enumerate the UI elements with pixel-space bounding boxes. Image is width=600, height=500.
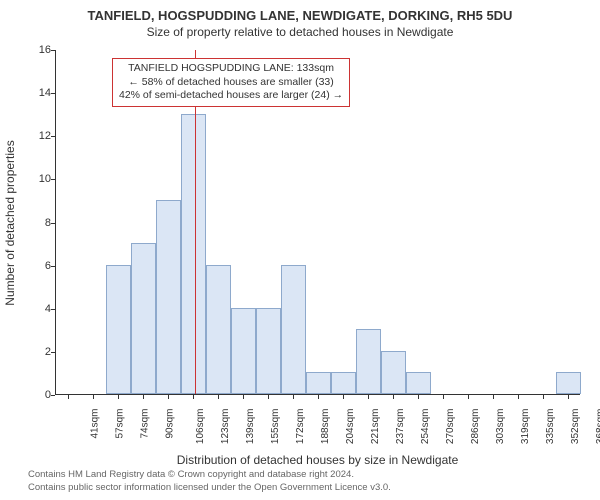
x-tick-label: 41sqm <box>89 409 100 439</box>
page-title: TANFIELD, HOGSPUDDING LANE, NEWDIGATE, D… <box>0 0 600 23</box>
x-tick-mark <box>518 395 519 399</box>
y-tick-mark <box>51 352 55 353</box>
x-tick-mark <box>68 395 69 399</box>
annotation-box: TANFIELD HOGSPUDDING LANE: 133sqm ← 58% … <box>112 58 350 107</box>
y-tick-label: 6 <box>27 260 51 272</box>
x-tick-mark <box>393 395 394 399</box>
x-tick-label: 254sqm <box>420 409 431 445</box>
footer-line1: Contains HM Land Registry data © Crown c… <box>28 469 391 481</box>
x-tick-mark <box>293 395 294 399</box>
plot-area: TANFIELD HOGSPUDDING LANE: 133sqm ← 58% … <box>55 50 580 395</box>
bar <box>181 114 206 394</box>
bar <box>381 351 406 394</box>
bar <box>156 200 181 394</box>
bar <box>356 329 381 394</box>
x-tick-mark <box>218 395 219 399</box>
chart: TANFIELD HOGSPUDDING LANE: 133sqm ← 58% … <box>55 50 580 395</box>
y-tick-mark <box>51 179 55 180</box>
x-tick-label: 90sqm <box>164 409 175 439</box>
x-tick-label: 270sqm <box>445 409 456 445</box>
x-tick-mark <box>468 395 469 399</box>
x-tick-label: 57sqm <box>114 409 125 439</box>
y-tick-mark <box>51 395 55 396</box>
page-subtitle: Size of property relative to detached ho… <box>0 23 600 43</box>
y-axis-label: Number of detached properties <box>3 140 17 305</box>
x-tick-mark <box>368 395 369 399</box>
y-tick-mark <box>51 309 55 310</box>
x-tick-label: 106sqm <box>195 409 206 445</box>
x-tick-mark <box>343 395 344 399</box>
annotation-line3: 42% of semi-detached houses are larger (… <box>119 89 343 103</box>
x-tick-label: 221sqm <box>370 409 381 445</box>
x-tick-mark <box>168 395 169 399</box>
x-tick-label: 335sqm <box>545 409 556 445</box>
x-tick-mark <box>443 395 444 399</box>
x-tick-mark <box>93 395 94 399</box>
x-tick-label: 368sqm <box>595 409 600 445</box>
y-tick-label: 12 <box>27 130 51 142</box>
x-tick-mark <box>318 395 319 399</box>
x-tick-mark <box>193 395 194 399</box>
x-tick-mark <box>493 395 494 399</box>
bar <box>331 372 356 394</box>
x-tick-mark <box>118 395 119 399</box>
x-tick-mark <box>243 395 244 399</box>
y-tick-label: 8 <box>27 217 51 229</box>
x-tick-label: 123sqm <box>220 409 231 445</box>
x-tick-label: 303sqm <box>495 409 506 445</box>
x-tick-mark <box>543 395 544 399</box>
x-tick-label: 204sqm <box>345 409 356 445</box>
y-tick-label: 2 <box>27 346 51 358</box>
x-axis-label: Distribution of detached houses by size … <box>177 453 459 467</box>
x-tick-mark <box>568 395 569 399</box>
x-tick-mark <box>143 395 144 399</box>
x-tick-mark <box>268 395 269 399</box>
footer: Contains HM Land Registry data © Crown c… <box>28 469 391 494</box>
y-tick-mark <box>51 93 55 94</box>
y-tick-label: 14 <box>27 87 51 99</box>
x-tick-label: 237sqm <box>395 409 406 445</box>
y-tick-mark <box>51 50 55 51</box>
y-tick-label: 4 <box>27 303 51 315</box>
bar <box>306 372 331 394</box>
y-tick-label: 16 <box>27 44 51 56</box>
y-tick-mark <box>51 223 55 224</box>
bar <box>406 372 431 394</box>
bar <box>556 372 581 394</box>
y-tick-label: 10 <box>27 173 51 185</box>
x-tick-label: 188sqm <box>320 409 331 445</box>
annotation-line1: TANFIELD HOGSPUDDING LANE: 133sqm <box>119 62 343 76</box>
bar <box>256 308 281 394</box>
bar <box>281 265 306 394</box>
x-tick-label: 172sqm <box>295 409 306 445</box>
x-tick-label: 352sqm <box>570 409 581 445</box>
y-tick-mark <box>51 266 55 267</box>
bar <box>106 265 131 394</box>
bar <box>206 265 231 394</box>
y-tick-mark <box>51 136 55 137</box>
x-tick-label: 319sqm <box>520 409 531 445</box>
bar <box>131 243 156 394</box>
annotation-line2: ← 58% of detached houses are smaller (33… <box>119 76 343 90</box>
x-tick-label: 139sqm <box>245 409 256 445</box>
x-tick-label: 74sqm <box>139 409 150 439</box>
x-tick-label: 286sqm <box>470 409 481 445</box>
bar <box>231 308 256 394</box>
footer-line2: Contains public sector information licen… <box>28 482 391 494</box>
x-tick-label: 155sqm <box>270 409 281 445</box>
y-tick-label: 0 <box>27 389 51 401</box>
x-tick-mark <box>418 395 419 399</box>
